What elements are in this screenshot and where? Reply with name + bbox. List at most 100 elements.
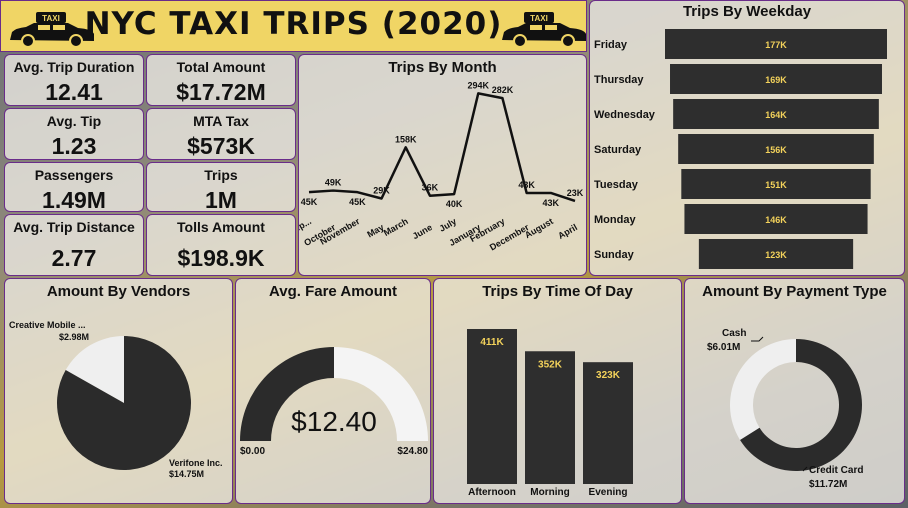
kpi-tolls-amount[interactable]: Tolls Amount $198.9K	[146, 214, 296, 276]
avg-fare-gauge: $12.40 $0.00 $24.80	[240, 347, 428, 457]
kpi-avg-tip[interactable]: Avg. Tip 1.23	[4, 108, 144, 160]
bar	[467, 329, 517, 484]
trips-by-month-panel[interactable]: Trips By Month 45K Sep... 49K October 45K Nov…	[298, 54, 587, 276]
chart-title: Avg. Fare Amount	[268, 283, 398, 300]
slice-category-label: Cash	[722, 328, 746, 339]
gauge-track	[334, 347, 428, 441]
gauge-min-label: $0.00	[240, 446, 265, 457]
data-label: 29K	[373, 185, 390, 195]
avg-fare-amount-panel[interactable]: Avg. Fare Amount $12.40 $0.00 $24.80	[235, 278, 431, 504]
amount-by-vendors-chart: Creative Mobile ... $2.98M Verifone Inc.$1…	[9, 320, 223, 479]
amount-by-vendors-panel[interactable]: Amount By Vendors Creative Mobile ... $2.…	[4, 278, 233, 504]
chart-title: Amount By Payment Type	[702, 283, 887, 300]
chart-title: Trips By Weekday	[682, 3, 812, 20]
pie-slice	[65, 336, 124, 403]
data-label: 156K	[765, 145, 787, 155]
leader-line	[802, 466, 808, 472]
category-label: Wednesday	[594, 109, 656, 121]
data-label: 40K	[446, 199, 463, 209]
data-label: 151K	[765, 180, 787, 190]
x-tick-label: June	[411, 222, 434, 241]
slice-value-label: $2.98M	[59, 332, 89, 342]
kpi-value: $17.72M	[176, 79, 266, 105]
kpi-label: Passengers	[34, 167, 114, 183]
bar	[698, 239, 854, 269]
kpi-value: 12.41	[45, 79, 103, 105]
kpi-trips[interactable]: Trips 1M	[146, 162, 296, 212]
x-tick-label: August	[523, 216, 555, 240]
trips-by-weekday-panel[interactable]: Trips By Weekday Friday 177K Thursday 169K W…	[589, 0, 905, 276]
trips-by-time-of-day-panel[interactable]: Trips By Time Of Day 411K Afternoon 352K Mo…	[433, 278, 682, 504]
slice-category-label: Creative Mobile ...	[9, 320, 86, 330]
kpi-avg-trip-duration[interactable]: Avg. Trip Duration 12.41	[4, 54, 144, 106]
data-label: 352K	[538, 359, 563, 370]
kpi-value: 2.77	[51, 245, 97, 271]
kpi-value: 1.49M	[42, 187, 106, 212]
amount-by-payment-type-chart: Cash $6.01M Credit Card $11.72M	[707, 328, 863, 490]
kpi-label: Trips	[204, 167, 238, 183]
chart-title: Trips By Month	[388, 59, 497, 76]
trips-by-weekday-chart: Friday 177K Thursday 169K Wednesday 164K Satur…	[594, 29, 887, 269]
amount-by-payment-type-panel[interactable]: Amount By Payment Type Cash $6.01M Credit …	[684, 278, 905, 504]
data-label: 23K	[567, 188, 584, 198]
data-label: 177K	[765, 40, 787, 50]
x-tick-label: Morning	[530, 487, 569, 498]
category-label: Friday	[594, 39, 628, 51]
donut-slice	[730, 339, 796, 441]
data-label: 164K	[765, 110, 787, 120]
kpi-value: 1M	[205, 187, 237, 212]
kpi-passengers[interactable]: Passengers 1.49M	[4, 162, 144, 212]
category-label: Thursday	[594, 74, 644, 86]
data-label: 43K	[518, 180, 535, 190]
kpi-label: Avg. Trip Distance	[13, 219, 135, 235]
header-band	[0, 0, 587, 52]
taxi-sign-text: TAXI	[42, 14, 60, 23]
data-label: 45K	[301, 197, 318, 207]
dashboard-title: NYC TAXI TRIPS (2020)	[84, 6, 503, 42]
bar	[684, 204, 868, 234]
donut-slice	[740, 339, 862, 471]
taxi-icon-right: TAXI	[502, 12, 586, 48]
slice-value-label: $14.75M	[169, 469, 204, 479]
data-label: 323K	[596, 370, 621, 381]
bar	[583, 362, 633, 484]
x-tick-label: March	[382, 216, 410, 238]
kpi-label: Avg. Trip Duration	[13, 59, 135, 75]
trips-by-month-chart: 45KSep...49KOctober45KNovember29KMay158K…	[299, 80, 584, 252]
kpi-value: $573K	[187, 133, 255, 159]
gauge-fill	[240, 347, 334, 441]
bar	[670, 64, 882, 94]
slice-value-label: $11.72M	[809, 479, 847, 490]
slice-category-label: Credit Card	[809, 465, 863, 476]
x-tick-label: Evening	[589, 487, 628, 498]
kpi-mta-tax[interactable]: MTA Tax $573K	[146, 108, 296, 160]
gauge-value-label: $12.40	[291, 406, 377, 437]
slice-value-label: $6.01M	[707, 342, 740, 353]
data-label: 43K	[543, 198, 560, 208]
x-tick-label: Afternoon	[468, 487, 516, 498]
data-label: 36K	[422, 183, 439, 193]
taxi-icon-left: TAXI	[10, 12, 94, 48]
kpi-label: Avg. Tip	[46, 113, 102, 129]
kpi-avg-trip-distance[interactable]: Avg. Trip Distance 2.77	[4, 214, 144, 276]
taxi-sign-text: TAXI	[530, 14, 548, 23]
category-label: Monday	[594, 214, 636, 226]
data-label: 146K	[765, 215, 787, 225]
bar	[678, 134, 874, 164]
data-label: 282K	[492, 85, 514, 95]
leader-line	[751, 336, 764, 342]
data-label: 45K	[349, 197, 366, 207]
slice-category-label: Verifone Inc.	[169, 458, 223, 468]
kpi-label: Tolls Amount	[177, 219, 265, 235]
category-label: Saturday	[594, 144, 642, 156]
chart-title: Trips By Time Of Day	[482, 283, 633, 300]
bar	[665, 29, 887, 59]
pie-slice	[56, 336, 191, 471]
data-label: 294K	[468, 80, 490, 90]
kpi-total-amount[interactable]: Total Amount $17.72M	[146, 54, 296, 106]
x-tick-label: April	[556, 222, 579, 241]
kpi-label: Total Amount	[176, 59, 266, 75]
kpi-value: 1.23	[51, 133, 97, 159]
gauge-max-label: $24.80	[397, 446, 428, 457]
series-line	[308, 92, 576, 203]
